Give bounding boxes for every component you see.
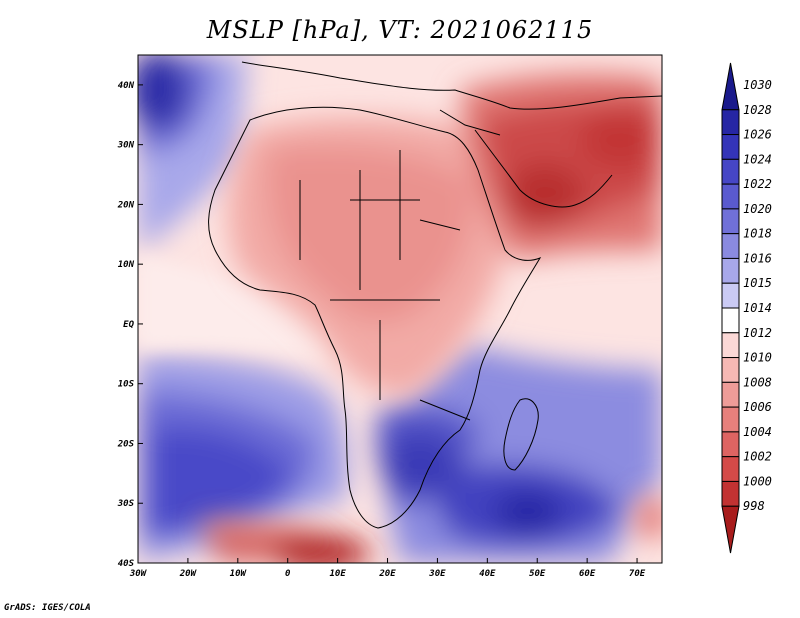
colorbar-label: 1000 <box>743 474 772 488</box>
colorbar-swatch <box>721 233 740 259</box>
colorbar-label: 1024 <box>743 152 772 166</box>
colorbar-swatch <box>721 456 740 482</box>
colorbar-label: 1018 <box>743 227 772 241</box>
lon-tick-label: 30W <box>129 569 148 579</box>
lon-tick-label: 30E <box>428 569 446 579</box>
coastlines <box>208 61 662 529</box>
longitude-axis: 30W 20W 10W 0 10E 20E 30E 40E 50E 60E 70E <box>129 558 646 579</box>
colorbar-label: 1006 <box>743 400 772 414</box>
colorbar-swatch <box>721 381 740 408</box>
lon-tick-label: 20W <box>179 569 198 579</box>
colorbar-label: 1020 <box>743 202 772 216</box>
lat-tick-label: 30S <box>117 499 135 509</box>
lat-tick-label: EQ <box>123 320 134 330</box>
lon-tick-label: 20E <box>378 569 396 579</box>
colorbar-label: 1022 <box>743 177 772 191</box>
colorbar-label: 1012 <box>743 326 772 340</box>
colorbar-label: 1010 <box>743 351 772 365</box>
lon-tick-label: 70E <box>629 569 646 579</box>
colorbar-swatch <box>721 480 740 507</box>
colorbar-swatch <box>721 406 740 433</box>
colorbar-swatch <box>721 332 740 359</box>
colorbar-swatch-top <box>721 62 740 111</box>
colorbar-swatch <box>721 431 740 458</box>
colorbar-label: 998 <box>743 499 765 513</box>
lat-tick-label: 20S <box>117 439 135 449</box>
colorbar-swatch <box>721 158 740 185</box>
colorbar-swatch <box>721 282 740 309</box>
colorbar-label: 1016 <box>743 251 772 265</box>
grads-credit: GrADS: IGES/COLA <box>4 603 91 613</box>
colorbar-label: 1014 <box>743 301 772 315</box>
colorbar-label: 1030 <box>743 78 772 92</box>
colorbar-swatch <box>721 109 740 136</box>
lon-tick-label: 60E <box>579 569 596 579</box>
colorbar-swatch <box>721 134 740 160</box>
lat-tick-label: 10N <box>118 260 135 270</box>
colorbar-label: 1015 <box>743 276 772 290</box>
lon-tick-label: 0 <box>285 569 291 579</box>
colorbar-swatch <box>721 183 740 210</box>
lat-tick-label: 10S <box>118 380 135 390</box>
lon-tick-label: 10E <box>329 569 346 579</box>
pressure-field <box>138 55 662 563</box>
lon-tick-label: 10W <box>230 569 248 579</box>
map-title: MSLP [hPa], VT: 2021062115 <box>206 16 594 44</box>
lat-tick-label: 30N <box>117 141 135 151</box>
colorbar-swatch <box>721 208 740 235</box>
colorbar-swatch <box>721 357 740 383</box>
lat-tick-label: 20N <box>117 200 135 210</box>
colorbar-label: 1028 <box>743 103 772 117</box>
lon-tick-label: 50E <box>529 569 546 579</box>
colorbar: 1030 1028 1026 1024 1022 1020 1018 1016 1015 1014… <box>721 62 772 554</box>
colorbar-label: 1008 <box>743 375 772 389</box>
lat-tick-label: 40N <box>118 81 135 91</box>
colorbar-swatch-bottom <box>721 505 740 554</box>
lat-tick-label: 40S <box>118 559 135 569</box>
colorbar-swatch <box>721 307 740 334</box>
lon-tick-label: 40E <box>479 569 496 579</box>
colorbar-swatch <box>721 257 740 284</box>
colorbar-label: 1026 <box>743 128 772 142</box>
colorbar-label: 1002 <box>743 450 772 464</box>
colorbar-label: 1004 <box>743 425 772 439</box>
latitude-axis: 40N 30N 20N 10N EQ 10S 20S 30S 40S <box>117 81 143 569</box>
